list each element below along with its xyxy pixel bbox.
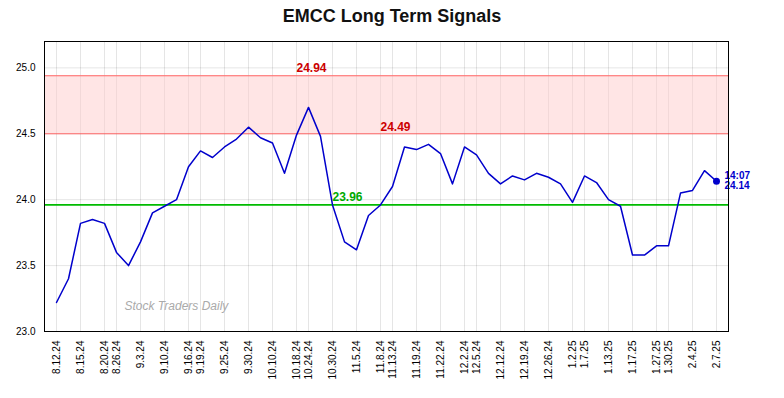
svg-text:1.27.25: 1.27.25 bbox=[651, 340, 662, 374]
svg-text:24.49: 24.49 bbox=[381, 120, 411, 134]
svg-text:12.19.24: 12.19.24 bbox=[519, 340, 530, 379]
svg-text:9.16.24: 9.16.24 bbox=[183, 340, 194, 374]
svg-text:11.8.24: 11.8.24 bbox=[375, 340, 386, 373]
svg-text:1.13.25: 1.13.25 bbox=[603, 340, 614, 374]
svg-text:12.5.24: 12.5.24 bbox=[471, 340, 482, 374]
svg-text:9.3.24: 9.3.24 bbox=[135, 340, 146, 368]
svg-text:Stock Traders Daily: Stock Traders Daily bbox=[125, 299, 230, 313]
svg-text:1.30.25: 1.30.25 bbox=[663, 340, 674, 374]
svg-text:12.12.24: 12.12.24 bbox=[495, 340, 506, 379]
svg-text:12.26.24: 12.26.24 bbox=[543, 340, 554, 379]
html-text:14:07: 14:07 bbox=[724, 170, 751, 182]
svg-text:25.0: 25.0 bbox=[16, 62, 36, 73]
svg-text:10.10.24: 10.10.24 bbox=[267, 340, 278, 379]
svg-text:9.25.24: 9.25.24 bbox=[219, 340, 230, 374]
svg-text:9.30.24: 9.30.24 bbox=[243, 340, 254, 374]
svg-text:9.19.24: 9.19.24 bbox=[195, 340, 206, 374]
svg-text:24.94: 24.94 bbox=[297, 61, 327, 75]
svg-text:8.15.24: 8.15.24 bbox=[75, 340, 86, 374]
svg-text:2.7.25: 2.7.25 bbox=[711, 340, 722, 368]
svg-text:11.22.24: 11.22.24 bbox=[435, 340, 446, 379]
svg-text:11.19.24: 11.19.24 bbox=[411, 340, 422, 379]
svg-text:24.0: 24.0 bbox=[16, 194, 36, 205]
svg-text:2.4.25: 2.4.25 bbox=[687, 340, 698, 368]
svg-text:8.12.24: 8.12.24 bbox=[51, 340, 62, 374]
svg-text:23.96: 23.96 bbox=[333, 190, 363, 204]
html-text:EMCC Long Term Signals: EMCC Long Term Signals bbox=[282, 6, 502, 26]
svg-text:12.2.24: 12.2.24 bbox=[459, 340, 470, 374]
svg-text:10.24.24: 10.24.24 bbox=[303, 340, 314, 379]
svg-text:23.0: 23.0 bbox=[16, 326, 36, 337]
svg-text:10.18.24: 10.18.24 bbox=[291, 340, 302, 379]
svg-text:1.7.25: 1.7.25 bbox=[579, 340, 590, 368]
svg-text:10.30.24: 10.30.24 bbox=[327, 340, 338, 379]
svg-text:23.5: 23.5 bbox=[16, 260, 36, 271]
svg-text:11.5.24: 11.5.24 bbox=[351, 340, 362, 373]
html-text:24.14: 24.14 bbox=[724, 180, 750, 192]
svg-text:24.5: 24.5 bbox=[16, 128, 36, 139]
svg-text:9.10.24: 9.10.24 bbox=[159, 340, 170, 374]
svg-text:11.13.24: 11.13.24 bbox=[387, 340, 398, 379]
svg-text:8.26.24: 8.26.24 bbox=[111, 340, 122, 374]
svg-text:8.20.24: 8.20.24 bbox=[99, 340, 110, 374]
svg-text:1.17.25: 1.17.25 bbox=[627, 340, 638, 374]
svg-text:1.2.25: 1.2.25 bbox=[567, 340, 578, 368]
